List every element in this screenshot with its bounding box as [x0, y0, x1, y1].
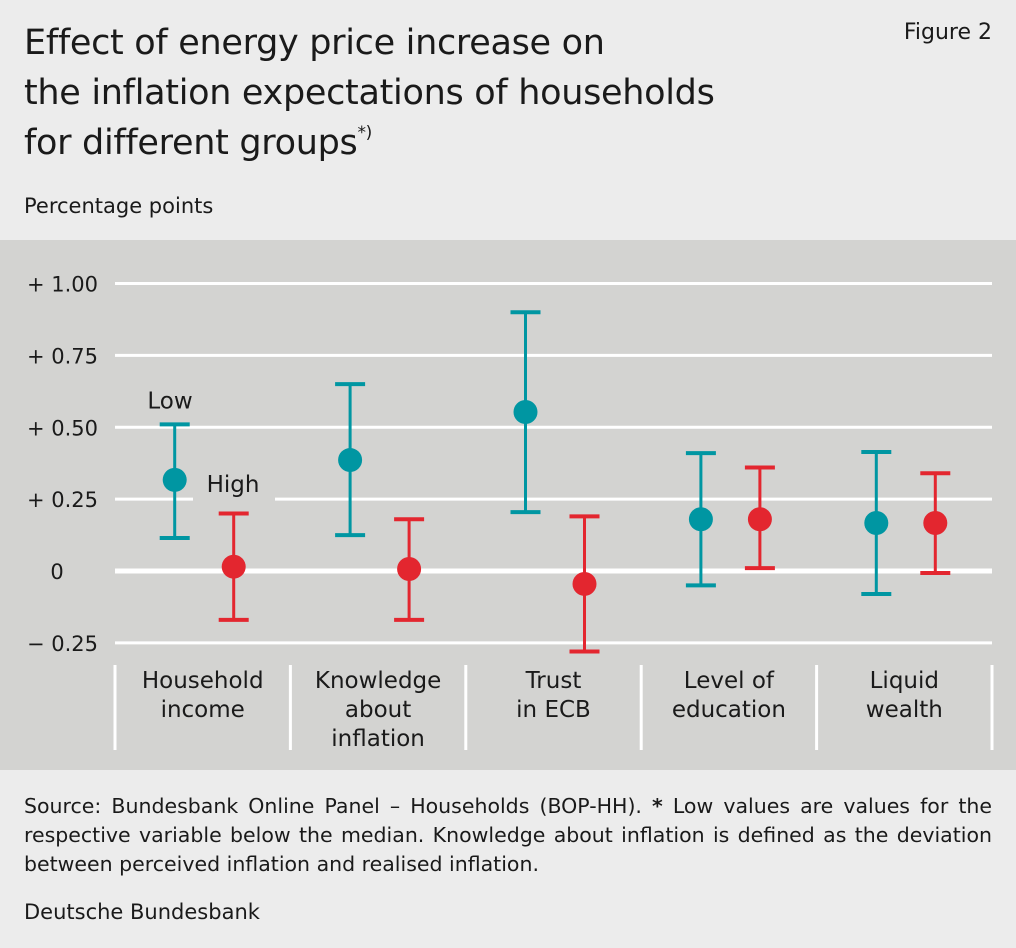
data-point	[162, 467, 187, 492]
chart-title: Effect of energy price increase on the i…	[24, 23, 715, 163]
y-tick-label: + 1.00	[27, 273, 98, 297]
x-category-label: inflation	[331, 726, 425, 752]
data-point	[688, 507, 713, 532]
y-tick-label: + 0.50	[27, 416, 98, 440]
chart-panel: + 1.00 + 0.75 + 0.50 + 0.25 0 − 0.25 Household…	[0, 240, 1016, 770]
x-category-label: Trust	[525, 668, 582, 694]
y-tick-label: 0	[50, 560, 63, 584]
data-point	[221, 554, 246, 579]
source-note: Source: Bundesbank Online Panel – Househ…	[24, 794, 992, 876]
y-tick-label: + 0.25	[27, 488, 98, 512]
chart-svg: + 1.00 + 0.75 + 0.50 + 0.25 0 − 0.25 Household…	[27, 273, 994, 752]
figure-label: Figure 2	[903, 20, 992, 45]
x-category-label: Liquid	[870, 668, 939, 694]
x-category-label: education	[672, 697, 786, 723]
data-point	[864, 510, 889, 535]
x-category-label: Knowledge	[315, 668, 441, 694]
footnote-mark: *)	[357, 123, 372, 143]
x-category-label: in ECB	[516, 697, 591, 723]
y-tick-label: + 0.75	[27, 344, 98, 368]
series-label: Low	[147, 388, 192, 414]
data-point	[397, 556, 422, 581]
series-label: High	[207, 472, 260, 498]
y-tick-label: − 0.25	[27, 632, 98, 656]
data-point	[572, 571, 597, 596]
x-category-label: about	[345, 697, 411, 723]
data-point	[338, 448, 363, 473]
organization: Deutsche Bundesbank	[24, 900, 260, 924]
x-category-label: income	[161, 697, 245, 723]
data-point	[513, 400, 538, 425]
x-category-label: Level of	[684, 668, 775, 694]
data-point	[747, 507, 772, 532]
data-point	[923, 510, 948, 535]
label-backdrop	[193, 495, 275, 504]
x-category-label: wealth	[866, 697, 943, 723]
x-category-label: Household	[142, 668, 264, 694]
unit-label: Percentage points	[24, 194, 214, 218]
